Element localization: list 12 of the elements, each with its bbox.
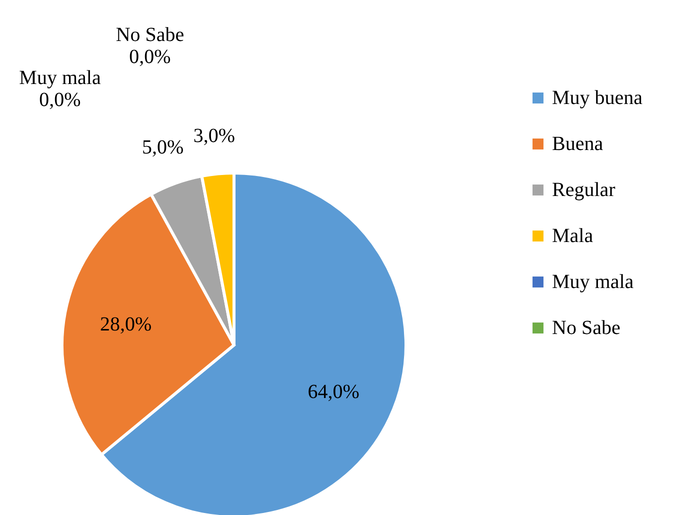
text: No Sabe 0,0% (116, 24, 184, 68)
data-label: 5,0% (142, 136, 184, 158)
legend-label: Mala (552, 225, 594, 247)
data-label: 28,0% (100, 313, 152, 336)
legend-label: Muy buena (552, 87, 643, 109)
data-label: 3,0% (193, 124, 236, 147)
legend-label: Muy mala (552, 271, 634, 293)
data-label: 64,0% (308, 380, 360, 403)
legend-label: Regular (552, 179, 616, 201)
legend-label: No Sabe (552, 317, 620, 339)
legend-label: Buena (552, 133, 604, 155)
text: Muy mala 0,0% (19, 67, 101, 111)
